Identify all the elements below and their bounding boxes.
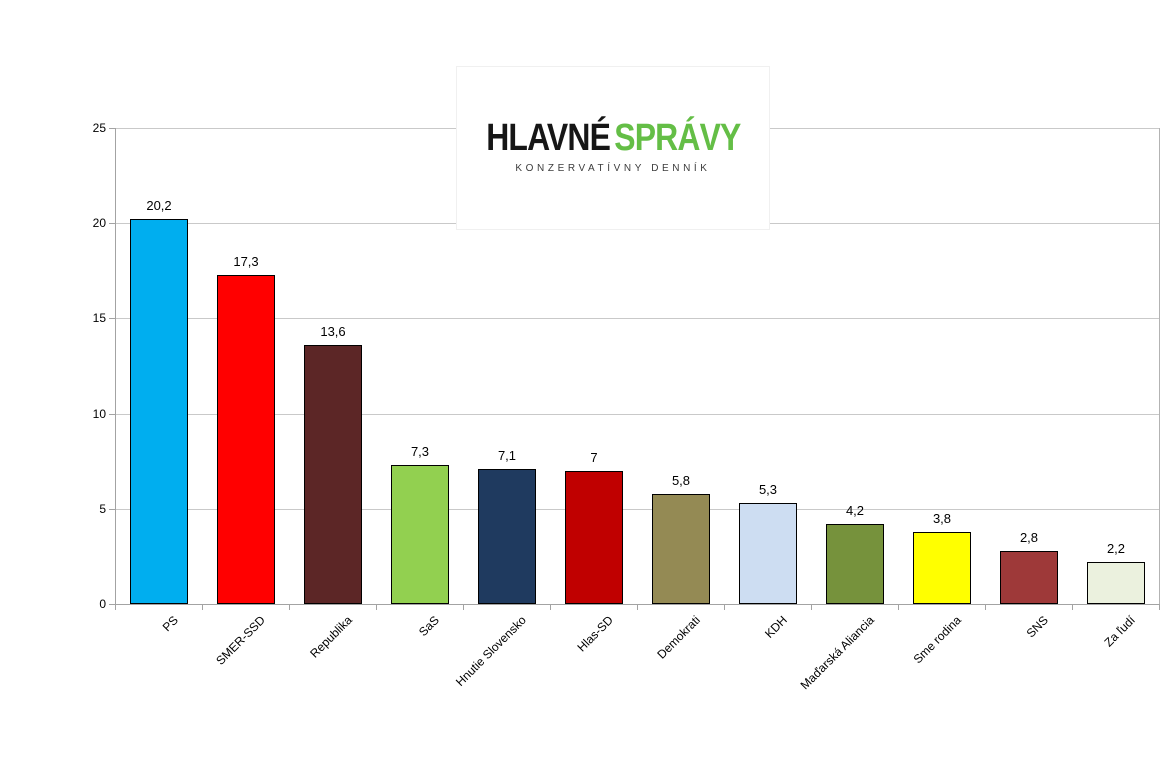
x-axis-label: Demokrati: [654, 613, 703, 662]
y-axis-tick: [109, 509, 115, 510]
x-axis-tick: [115, 605, 116, 610]
y-gridline: [115, 509, 1159, 510]
y-axis-tick: [109, 128, 115, 129]
x-axis-label: Za ľudí: [1101, 613, 1138, 650]
y-axis-tick: [109, 318, 115, 319]
bar-value-label: 2,2: [1106, 541, 1126, 556]
plot-right-border: [1159, 128, 1160, 604]
y-axis-tick: [109, 604, 115, 605]
x-axis-tick: [289, 605, 290, 610]
x-axis-label: Sme rodina: [910, 613, 964, 667]
x-axis-tick: [1159, 605, 1160, 610]
logo-title: HLAVNÉ SPRÁVY: [485, 117, 741, 159]
bar-Republika: [304, 345, 362, 604]
bar-Demokrati: [652, 494, 710, 604]
x-axis-tick: [898, 605, 899, 610]
bar-Hnutie Slovensko: [478, 469, 536, 604]
bar-value-label: 13,6: [320, 324, 346, 339]
x-axis-tick: [985, 605, 986, 610]
logo-box: HLAVNÉ SPRÁVY KONZERVATÍVNY DENNÍK: [456, 66, 770, 230]
bar-value-label: 17,3: [233, 254, 259, 269]
x-axis-label: SMER-SSD: [213, 613, 268, 668]
bar-value-label: 5,8: [671, 473, 691, 488]
y-axis-tick: [109, 223, 115, 224]
x-axis-label: SaS: [415, 613, 442, 639]
bar-SNS: [1000, 551, 1058, 604]
bar-value-label: 5,3: [758, 482, 778, 497]
bar-PS: [130, 219, 188, 604]
bar-Sme rodina: [913, 532, 971, 604]
logo-title-black: HLAVNÉ: [485, 117, 611, 159]
logo-subtitle: KONZERVATÍVNY DENNÍK: [515, 163, 711, 174]
x-axis-label: PS: [159, 613, 181, 635]
x-axis-label: Republika: [307, 613, 355, 661]
y-axis-tick: [109, 414, 115, 415]
y-axis-label: 10: [92, 407, 106, 421]
bar-value-label: 20,2: [146, 198, 172, 213]
x-axis-line: [115, 604, 1160, 605]
bar-Maďarská Aliancia: [826, 524, 884, 604]
y-axis-line: [115, 128, 116, 604]
x-axis-tick: [463, 605, 464, 610]
y-gridline: [115, 414, 1159, 415]
bar-value-label: 7: [590, 450, 598, 465]
y-axis-label: 15: [92, 311, 106, 325]
y-axis-label: 20: [92, 216, 106, 230]
x-axis-tick: [376, 605, 377, 610]
x-axis-tick: [637, 605, 638, 610]
x-axis-label: SNS: [1023, 613, 1051, 641]
bar-value-label: 7,3: [410, 444, 430, 459]
bar-SaS: [391, 465, 449, 604]
bar-SMER-SSD: [217, 275, 275, 604]
y-axis-label: 5: [99, 502, 106, 516]
bar-value-label: 4,2: [845, 503, 865, 518]
x-axis-label: Maďarská Aliancia: [797, 613, 877, 693]
y-gridline: [115, 318, 1159, 319]
bar-value-label: 3,8: [932, 511, 952, 526]
x-axis-tick: [550, 605, 551, 610]
x-axis-label: KDH: [762, 613, 790, 641]
bar-value-label: 2,8: [1019, 530, 1039, 545]
y-axis-label: 0: [99, 597, 106, 611]
bar-Hlas-SD: [565, 471, 623, 604]
x-axis-tick: [811, 605, 812, 610]
x-axis-label: Hnutie Slovensko: [452, 613, 529, 689]
x-axis-tick: [202, 605, 203, 610]
bar-value-label: 7,1: [497, 448, 517, 463]
bar-KDH: [739, 503, 797, 604]
logo-title-green: SPRÁVY: [613, 117, 741, 159]
x-axis-label: Hlas-SD: [574, 613, 616, 655]
bar-Za ľudí: [1087, 562, 1145, 604]
x-axis-tick: [1072, 605, 1073, 610]
chart-canvas: 0 5 10 15 20 25 20,2 PS 17,3 SMER-SSD 13,6 Republik…: [92, 66, 1160, 693]
x-axis-tick: [724, 605, 725, 610]
y-axis-label: 25: [92, 121, 106, 135]
